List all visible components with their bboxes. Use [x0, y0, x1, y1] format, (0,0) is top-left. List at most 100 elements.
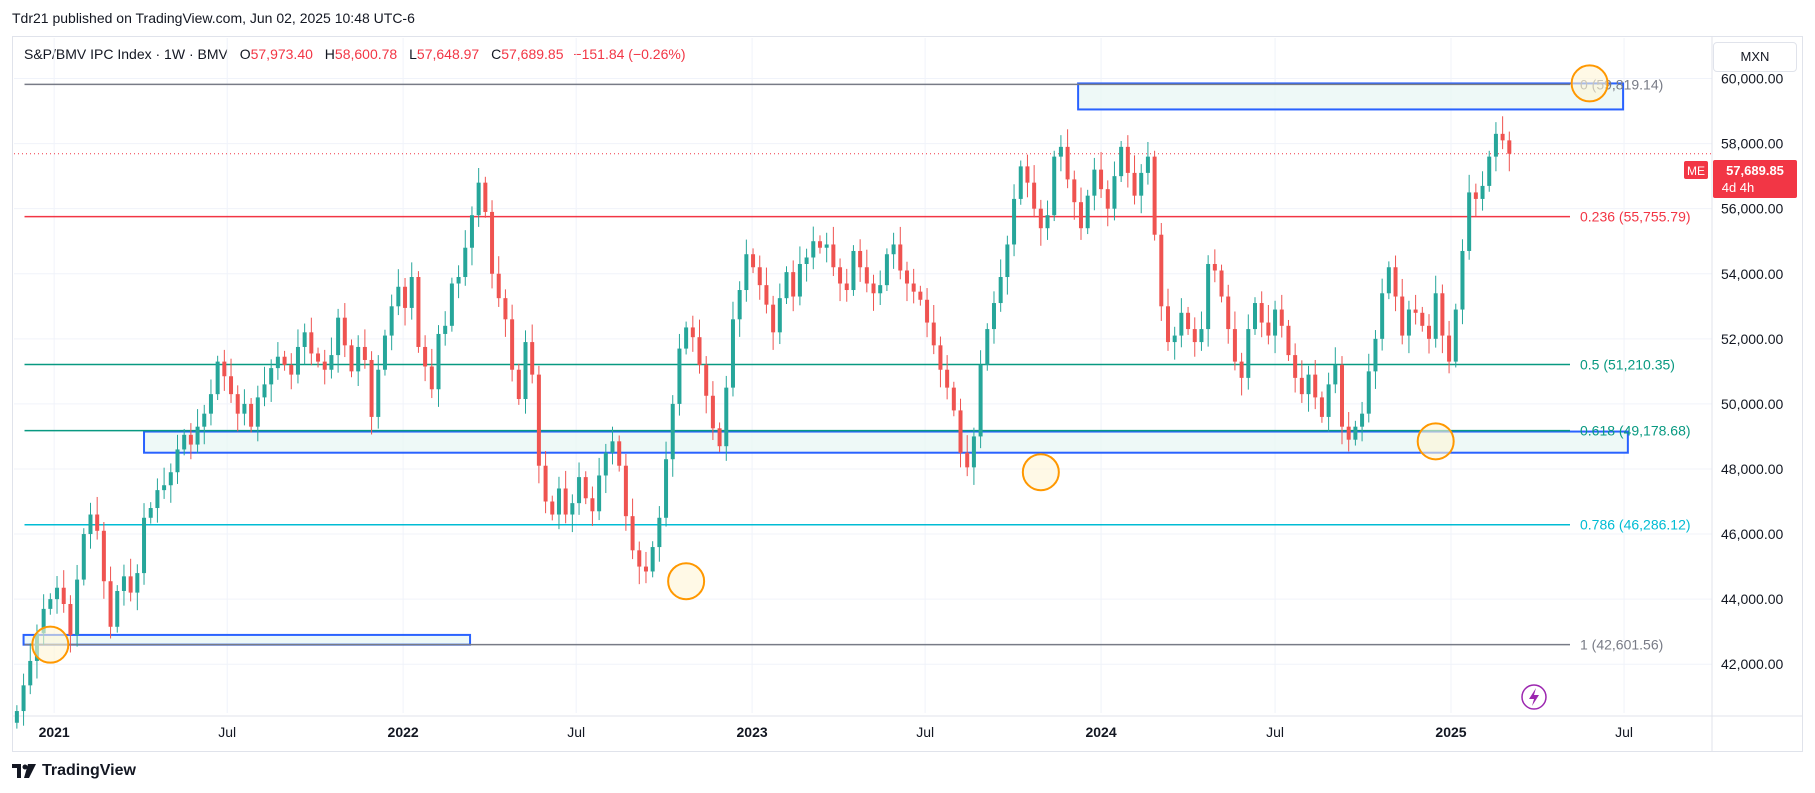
high-label: H	[324, 46, 335, 62]
candle	[75, 564, 80, 647]
candle-body	[1293, 355, 1298, 378]
candle	[469, 206, 474, 266]
candle	[851, 245, 856, 296]
candle-body	[1373, 338, 1378, 372]
candle	[991, 291, 996, 344]
candle	[1493, 122, 1498, 172]
candle	[369, 351, 374, 435]
candle-body	[844, 283, 849, 291]
candle	[791, 260, 796, 312]
brand[interactable]: TradingView	[12, 762, 136, 780]
candle-body	[530, 342, 535, 375]
candle-body	[951, 387, 956, 411]
candle-body	[282, 356, 287, 365]
candle	[971, 427, 976, 485]
candle	[911, 268, 916, 304]
candle	[724, 375, 729, 461]
lightning-icon[interactable]	[1521, 684, 1547, 710]
candle-body	[28, 660, 33, 686]
candle-body	[677, 348, 682, 404]
candle-body	[1012, 198, 1017, 245]
highlight-marker	[1416, 422, 1455, 461]
candle	[1507, 131, 1512, 172]
candle	[684, 321, 689, 355]
candle-body	[784, 272, 789, 299]
candle	[577, 462, 582, 515]
candle	[697, 319, 702, 374]
candle-body	[904, 270, 909, 284]
candle-body	[603, 452, 608, 476]
candle	[1145, 141, 1150, 185]
candle-body	[1400, 296, 1405, 336]
candle-body	[838, 267, 843, 284]
candle	[1018, 160, 1023, 205]
candle	[597, 457, 602, 521]
candle	[664, 441, 669, 527]
candle	[235, 385, 240, 432]
change-value: −151.84 (−0.26%)	[573, 46, 686, 62]
candle	[1092, 157, 1097, 211]
candle-body	[791, 272, 796, 297]
candle-body	[14, 711, 19, 723]
candle	[643, 551, 648, 584]
candle	[965, 435, 970, 477]
open-label: O	[239, 46, 251, 62]
candle-body	[490, 211, 495, 274]
y-tick-label: 48,000.00	[1721, 461, 1783, 477]
candle-body	[510, 319, 515, 370]
candle-body	[704, 364, 709, 396]
candle-body	[931, 322, 936, 346]
candle	[898, 226, 903, 280]
candle	[918, 285, 923, 306]
candle	[95, 496, 100, 540]
candle-body	[1105, 189, 1110, 209]
candle-body	[115, 590, 120, 627]
candle-body	[316, 353, 321, 362]
candle-body	[597, 475, 602, 512]
candle-body	[148, 508, 153, 518]
candle-body	[1319, 397, 1324, 417]
price-tag-exchange: ME	[1687, 164, 1705, 178]
candle-body	[817, 241, 822, 248]
highlight-marker	[1021, 453, 1060, 492]
candle-body	[623, 465, 628, 517]
x-tick-label: Jul	[567, 724, 585, 740]
candle-body	[1099, 169, 1104, 190]
candle	[349, 339, 354, 378]
candle	[1420, 306, 1425, 332]
candle	[1139, 164, 1144, 214]
candle-body	[362, 346, 367, 360]
candles	[14, 116, 1512, 729]
candle-body	[275, 356, 280, 369]
price-tag-exchange-box	[1684, 161, 1708, 179]
candle	[416, 271, 421, 353]
candle-body	[1145, 156, 1150, 173]
fib-label: 0.618 (49,178.68)	[1580, 423, 1691, 439]
last-price-tag: ME 57,689.85 4d 4h	[1684, 160, 1797, 198]
candle-body	[1279, 309, 1284, 326]
candle-body	[1165, 306, 1170, 343]
candle-body	[1493, 133, 1498, 157]
candle-body	[771, 304, 776, 333]
candle-body	[1005, 244, 1010, 278]
candle	[1286, 319, 1291, 361]
candle-body	[336, 317, 341, 356]
candle	[336, 308, 341, 373]
candle-body	[195, 426, 200, 445]
candle-body	[88, 514, 93, 535]
candle	[108, 566, 113, 639]
candle-body	[777, 298, 782, 333]
x-tick-label: Jul	[218, 724, 236, 740]
currency-selector[interactable]: MXN	[1713, 42, 1797, 72]
candle-body	[1406, 309, 1411, 336]
candle	[1099, 152, 1104, 198]
candle	[985, 323, 990, 371]
candle	[737, 281, 742, 337]
candle	[322, 349, 327, 385]
candle-body	[222, 361, 227, 377]
candle	[269, 359, 274, 402]
candle	[81, 528, 86, 586]
symbol-label[interactable]: S&P/BMV IPC Index · 1W · BMV	[24, 46, 228, 62]
candle	[1467, 174, 1472, 260]
